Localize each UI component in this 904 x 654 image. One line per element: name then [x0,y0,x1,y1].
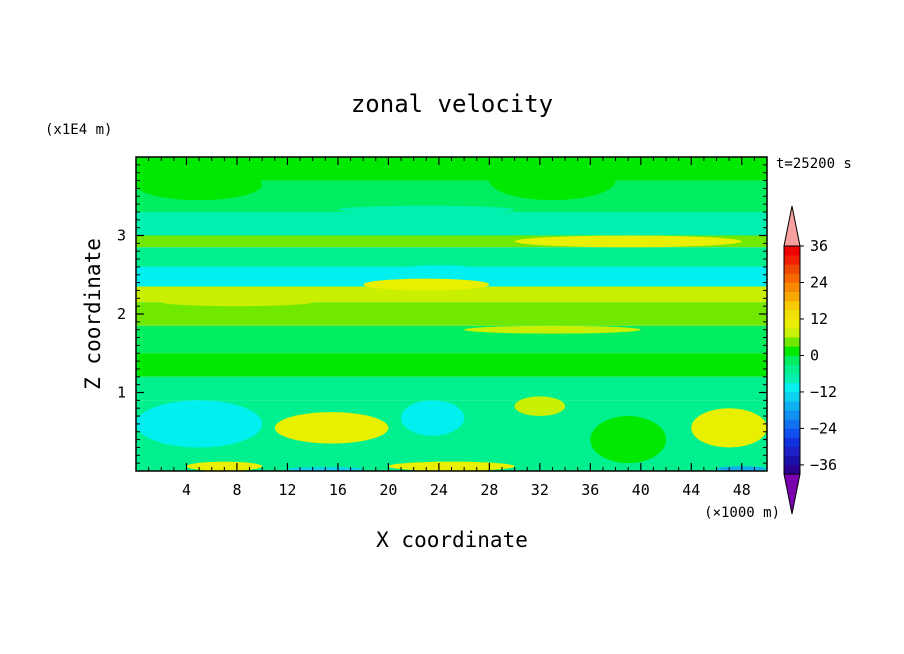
contour-band [136,235,767,248]
colorbar-box [784,246,800,256]
y-tick-label: 3 [117,227,126,245]
colorbar-label: −12 [810,383,837,401]
y-unit-label: (x1E4 m) [45,122,112,138]
x-tick-label: 28 [480,481,498,499]
colorbar-box [784,328,800,338]
colorbar-box [784,318,800,329]
colorbar-box [784,273,800,283]
x-unit-label: (×1000 m) [704,505,780,521]
colorbar-label: 0 [810,346,819,364]
contour-region [464,325,641,334]
contour-band [136,302,767,326]
x-tick-label: 48 [733,481,751,499]
chart-title: zonal velocity [351,90,553,118]
x-tick-label: 32 [531,481,549,499]
colorbar-box [784,455,800,466]
contour-band [136,286,767,303]
colorbar-box [784,401,800,411]
colorbar-label: 36 [810,237,828,255]
time-label: t=25200 s [776,156,852,172]
x-axis-label: X coordinate [376,528,528,552]
contour-region [691,408,767,448]
colorbar-box [784,419,800,429]
contour-region [388,461,515,471]
colorbar-box [784,300,800,311]
colorbar-label: 12 [810,310,828,328]
colorbar-box [784,382,800,393]
x-tick-label: 8 [232,481,241,499]
contour-region [274,412,389,444]
x-tick-label: 36 [581,481,599,499]
x-tick-label: 12 [278,481,296,499]
y-tick-label: 1 [117,384,126,402]
colorbar-box [784,446,800,457]
colorbar-box [784,255,800,265]
contour-region [388,265,490,279]
colorbar-box [784,337,800,347]
contour-region [161,298,313,307]
colorbar-box [784,410,800,420]
contour-band [136,325,767,354]
colorbar-box [784,364,800,375]
colorbar-box [784,391,800,402]
colorbar-box [784,346,800,356]
colorbar-box [784,264,800,274]
colorbar: 36 24 12 0 −12 −24 −36 [783,205,837,515]
y-axis-label: Z coordinate [81,238,105,390]
contour-region [136,400,263,448]
colorbar-box [784,355,800,365]
contour-field [136,157,767,471]
colorbar-box [784,373,800,384]
colorbar-box [784,309,800,320]
colorbar-frame [783,245,801,475]
colorbar-box [784,464,800,475]
contour-region [514,235,742,248]
x-tick-label: 20 [379,481,397,499]
colorbar-box [784,437,800,448]
contour-region [363,278,490,291]
contour-region [136,168,263,201]
contour-region [337,205,515,214]
x-tick-label: 44 [682,481,700,499]
colorbar-label: −36 [810,456,837,474]
colorbar-label: −24 [810,419,837,437]
contour-region [489,160,616,201]
colorbar-box [784,282,800,292]
contour-band [136,247,767,267]
contour-region [186,461,263,471]
contour-band [136,376,767,401]
x-tick-label: 4 [182,481,191,499]
x-tick-label: 16 [329,481,347,499]
contour-region [514,396,566,417]
colorbar-min-arrow [783,473,801,515]
colorbar-label: 24 [810,273,828,291]
x-tick-label: 40 [632,481,650,499]
colorbar-max-arrow [783,205,801,247]
y-tick-label: 2 [117,305,126,323]
contour-band [136,211,767,236]
contour-region [401,400,465,436]
contour-region [590,416,667,464]
colorbar-box [784,291,800,302]
x-axis: 4 8 12 16 20 24 28 32 36 40 44 48 [148,157,755,499]
contour-band [136,353,767,377]
x-tick-label: 24 [430,481,448,499]
y-axis: 1 2 3 [117,164,767,464]
colorbar-box [784,428,800,438]
